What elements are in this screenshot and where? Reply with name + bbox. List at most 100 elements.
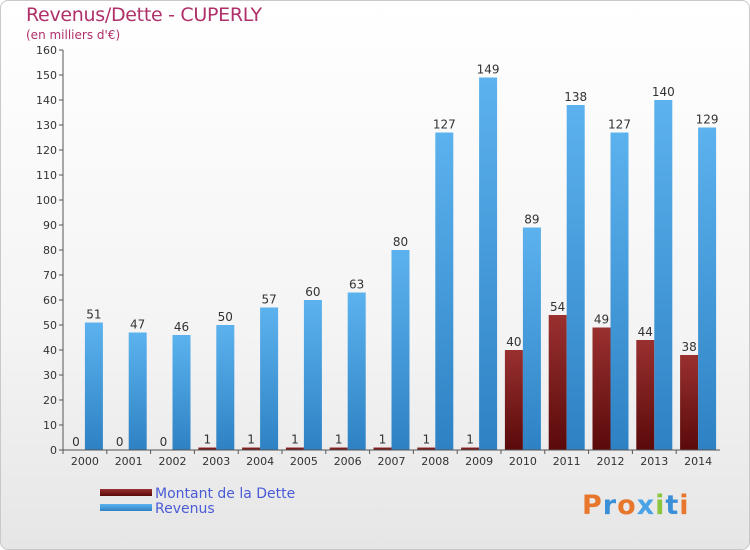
- data-label-dette: 1: [335, 433, 343, 447]
- x-tick-label: 2003: [202, 455, 230, 468]
- x-tick-label: 2010: [509, 455, 537, 468]
- legend-swatch-debt: [100, 489, 152, 496]
- y-tick-label: 30: [43, 369, 57, 382]
- bar-revenus: [566, 105, 585, 450]
- y-tick-label: 90: [43, 219, 57, 232]
- chart-subtitle: (en milliers d'€): [26, 28, 121, 42]
- bar-dette: [373, 447, 392, 450]
- y-tick-label: 150: [36, 69, 57, 82]
- x-tick-label: 2014: [684, 455, 712, 468]
- data-label-dette: 38: [681, 340, 696, 354]
- y-tick-label: 10: [43, 419, 57, 432]
- bar-revenus: [479, 77, 498, 450]
- data-label-dette: 1: [203, 433, 211, 447]
- x-tick-label: 2011: [553, 455, 581, 468]
- y-axis: 0 10 20 30 40 50 60 70 80 90 100 110 120 130 140 150 160: [36, 44, 64, 457]
- data-label-revenus: 47: [130, 318, 145, 332]
- x-tick-label: 2005: [290, 455, 318, 468]
- data-label-dette: 1: [247, 433, 255, 447]
- legend-label-debt: Montant de la Dette: [155, 486, 296, 502]
- bar-revenus: [216, 325, 235, 450]
- data-label-revenus: 80: [393, 235, 408, 249]
- data-label-dette: 0: [72, 435, 80, 449]
- data-label-dette: 0: [116, 435, 124, 449]
- data-label-revenus: 138: [564, 90, 587, 104]
- data-label-dette: 1: [291, 433, 299, 447]
- bar-dette: [198, 447, 217, 450]
- bar-revenus: [435, 132, 454, 450]
- data-label-revenus: 149: [477, 63, 500, 77]
- x-tick-label: 2009: [465, 455, 493, 468]
- bar-dette: [504, 350, 523, 450]
- y-tick-label: 120: [36, 144, 57, 157]
- data-labels: 0 51 0 47 0 46 1 50 1 57 1 60 1 63 1 80 1 127 1 149 40 89 54 13…: [72, 63, 718, 450]
- logo-letter: x: [636, 490, 656, 521]
- data-label-revenus: 127: [608, 118, 631, 132]
- data-label-revenus: 60: [305, 285, 320, 299]
- bar-dette: [592, 327, 611, 450]
- x-axis: 2000 2001 2002 2003 2004 2005 2006 2007 2008 2009…: [62, 449, 720, 468]
- bar-revenus: [303, 300, 322, 450]
- data-label-revenus: 140: [652, 85, 675, 99]
- x-tick-label: 2004: [246, 455, 274, 468]
- data-label-dette: 49: [594, 313, 609, 327]
- x-tick-label: 2002: [159, 455, 187, 468]
- legend-label-revenus: Revenus: [155, 501, 215, 517]
- bars: [84, 77, 717, 450]
- data-label-revenus: 57: [261, 293, 276, 307]
- x-tick-label: 2007: [378, 455, 406, 468]
- bar-dette: [461, 447, 480, 450]
- bar-revenus: [610, 132, 629, 450]
- proxiti-logo: Proxiti: [582, 490, 690, 521]
- bar-revenus: [522, 227, 541, 450]
- logo-letter: r: [602, 490, 618, 521]
- bar-dette: [242, 447, 261, 450]
- bar-revenus: [260, 307, 279, 450]
- data-label-revenus: 63: [349, 278, 364, 292]
- y-tick-label: 50: [43, 319, 57, 332]
- x-tick-label: 2001: [115, 455, 143, 468]
- bar-revenus: [391, 250, 410, 450]
- data-label-revenus: 127: [433, 118, 456, 132]
- y-tick-label: 40: [43, 344, 57, 357]
- bar-revenus: [347, 292, 366, 450]
- bar-dette: [548, 315, 567, 450]
- bar-revenus: [654, 100, 673, 450]
- bar-dette: [680, 355, 699, 450]
- data-label-revenus: 51: [86, 308, 101, 322]
- y-tick-label: 140: [36, 94, 57, 107]
- data-label-dette: 1: [379, 433, 387, 447]
- chart-title: Revenus/Dette - CUPERLY: [26, 4, 262, 26]
- bar-revenus: [698, 127, 717, 450]
- bar-dette: [285, 447, 304, 450]
- y-tick-label: 0: [50, 444, 57, 457]
- logo-letter: i: [655, 490, 666, 521]
- bar-dette: [329, 447, 348, 450]
- y-tick-label: 20: [43, 394, 57, 407]
- y-tick-label: 160: [36, 44, 57, 57]
- logo-letter: i: [679, 490, 690, 521]
- x-tick-label: 2012: [597, 455, 625, 468]
- data-label-dette: 1: [422, 433, 430, 447]
- data-label-revenus: 50: [218, 310, 233, 324]
- y-tick-label: 130: [36, 119, 57, 132]
- legend-swatch-revenus: [100, 504, 152, 511]
- y-tick-label: 70: [43, 269, 57, 282]
- logo-letter: o: [617, 490, 637, 521]
- x-tick-label: 2000: [71, 455, 99, 468]
- data-label-dette: 44: [638, 325, 653, 339]
- legend: [100, 489, 152, 511]
- x-tick-label: 2013: [640, 455, 668, 468]
- y-tick-label: 110: [36, 169, 57, 182]
- y-tick-label: 100: [36, 194, 57, 207]
- bar-dette: [636, 340, 655, 450]
- data-label-dette: 40: [506, 335, 521, 349]
- logo-letter: P: [582, 490, 603, 521]
- x-tick-label: 2008: [421, 455, 449, 468]
- bar-dette: [417, 447, 436, 450]
- bar-revenus: [172, 335, 191, 450]
- data-label-dette: 54: [550, 300, 565, 314]
- data-label-revenus: 46: [174, 320, 189, 334]
- data-label-revenus: 129: [696, 113, 719, 127]
